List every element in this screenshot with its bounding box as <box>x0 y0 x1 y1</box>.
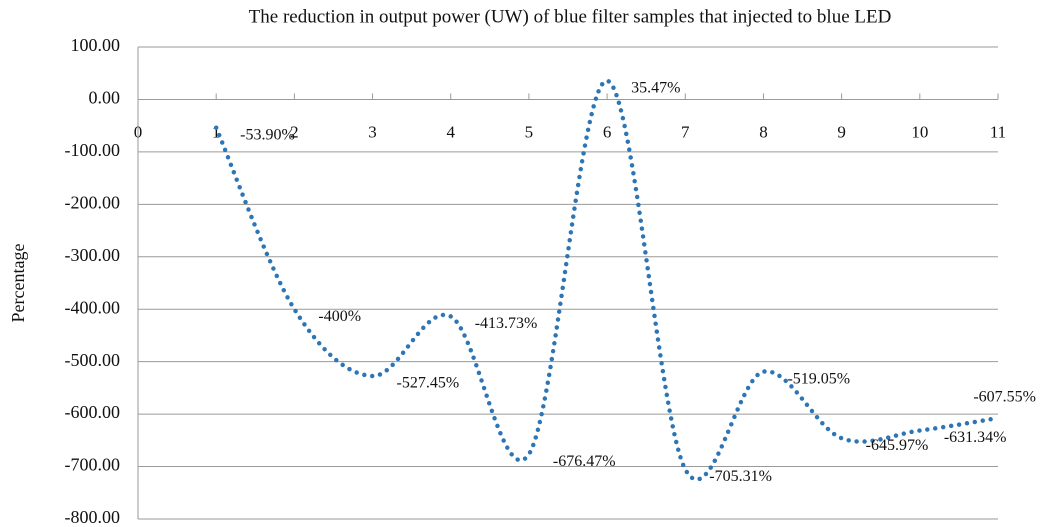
data-label: -705.31% <box>709 468 772 485</box>
data-label: -607.55% <box>973 389 1036 406</box>
data-label: -645.97% <box>866 437 929 454</box>
y-tick-label: -500.00 <box>65 350 121 370</box>
data-label: -53.90% <box>240 126 295 143</box>
y-tick-label: -400.00 <box>65 297 121 317</box>
data-label: -676.47% <box>553 453 616 470</box>
data-label: -400% <box>318 308 361 325</box>
chart-title: The reduction in output power (UW) of bl… <box>249 6 892 27</box>
y-tick-label: 100.00 <box>71 35 121 55</box>
data-label: -413.73% <box>475 315 538 332</box>
x-tick-label: 2 <box>290 122 299 141</box>
y-tick-label: -200.00 <box>65 192 121 212</box>
x-tick-label: 6 <box>603 122 612 141</box>
y-axis-label: Percentage <box>8 244 28 323</box>
x-tick-label: 10 <box>911 122 928 141</box>
x-tick-label: 4 <box>446 122 455 141</box>
y-tick-label: -300.00 <box>65 245 121 265</box>
data-label: 35.47% <box>631 80 680 97</box>
y-tick-label: -800.00 <box>65 507 121 527</box>
data-label: -631.34% <box>944 429 1007 446</box>
x-tick-label: 11 <box>990 122 1006 141</box>
y-tick-label: -600.00 <box>65 402 121 422</box>
y-tick-label: 0.00 <box>89 88 121 108</box>
x-tick-label: 8 <box>759 122 768 141</box>
x-tick-label: 5 <box>525 122 534 141</box>
x-tick-label: 1 <box>212 122 221 141</box>
x-tick-label: 3 <box>368 122 377 141</box>
x-tick-label: 9 <box>837 122 846 141</box>
y-tick-label: -700.00 <box>65 455 121 475</box>
y-tick-label: -100.00 <box>65 140 121 160</box>
x-tick-label: 0 <box>134 122 143 141</box>
data-label: -527.45% <box>397 375 460 392</box>
data-line <box>213 78 1001 482</box>
data-label: -519.05% <box>787 370 850 387</box>
x-tick-label: 7 <box>681 122 690 141</box>
